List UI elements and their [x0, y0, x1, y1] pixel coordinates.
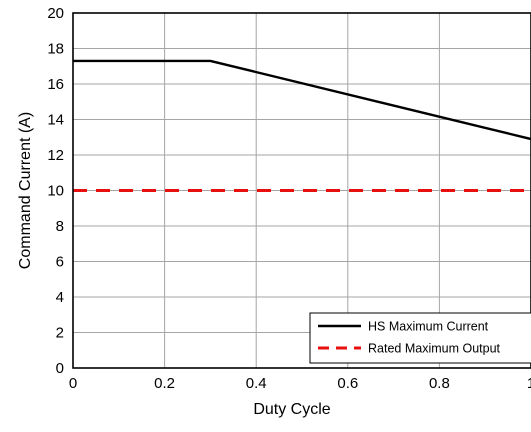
- y-tick-label-12: 12: [47, 147, 64, 164]
- y-tick-label-8: 8: [56, 218, 64, 235]
- series-layer: [73, 59, 531, 192]
- x-axis-title: Duty Cycle: [253, 401, 330, 418]
- x-tick-label-0-4: 0.4: [246, 375, 267, 392]
- series-line-hs-maximum-current: [73, 59, 531, 141]
- grid-layer: [73, 13, 531, 368]
- y-tick-label-10: 10: [47, 183, 64, 200]
- y-tick-label-14: 14: [47, 112, 64, 129]
- y-tick-label-16: 16: [47, 76, 64, 93]
- y-tick-label-4: 4: [56, 289, 64, 306]
- y-tick-label-6: 6: [56, 254, 64, 271]
- y-tick-label-2: 2: [56, 325, 64, 342]
- x-tick-label-0: 0: [69, 375, 77, 392]
- x-tick-label-0-2: 0.2: [154, 375, 175, 392]
- y-tick-label-0: 0: [56, 360, 64, 377]
- y-tick-label-20: 20: [47, 5, 64, 22]
- y-axis-title: Command Current (A): [17, 112, 34, 269]
- x-tick-label-0-8: 0.8: [429, 375, 450, 392]
- tick-layer: 00.20.40.60.8102468101214161820: [47, 5, 531, 392]
- legend-box: [309, 312, 531, 364]
- legend: HS Maximum Current Rated Maximum Output: [309, 312, 531, 364]
- x-tick-label-1: 1: [527, 375, 531, 392]
- x-tick-label-0-6: 0.6: [337, 375, 358, 392]
- legend-label-rated-maximum-output: Rated Maximum Output: [368, 342, 501, 356]
- plot-frame: [72, 12, 531, 369]
- y-tick-label-18: 18: [47, 41, 64, 58]
- legend-label-hs-maximum-current: HS Maximum Current: [368, 320, 489, 334]
